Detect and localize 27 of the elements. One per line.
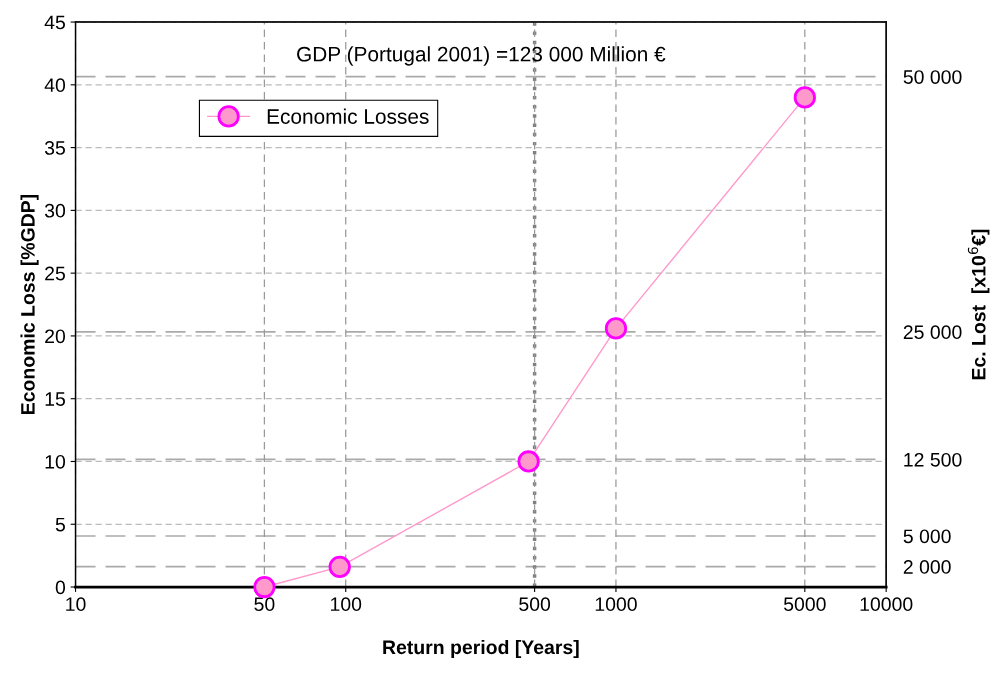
y-tick-label: 0 bbox=[55, 580, 66, 595]
y-tick-label: 25 bbox=[45, 266, 65, 281]
x-tick-label: 100 bbox=[331, 597, 362, 612]
y2-tick-label: 25 000 bbox=[903, 325, 962, 340]
y-tick-label: 15 bbox=[45, 392, 65, 406]
y-tick-label: 5 bbox=[55, 517, 65, 532]
y-tick-label: 10 bbox=[45, 454, 66, 469]
y-tick-label: 45 bbox=[44, 15, 65, 30]
y2-axis-title: Ec. Lost [x10$^{6}$€] bbox=[967, 229, 990, 380]
x-tick-label: 50 bbox=[254, 597, 275, 612]
x-tick-label: 10 bbox=[66, 597, 86, 612]
y-tick-label: 30 bbox=[44, 203, 66, 218]
legend-label: Economic Losses bbox=[267, 108, 429, 124]
y2-tick-label: 2 000 bbox=[903, 560, 951, 574]
x-tick-label: 1000 bbox=[595, 597, 637, 612]
y2-tick-label: 50 000 bbox=[903, 70, 962, 84]
annotation: GDP (Portugal 2001) =123 000 Million € bbox=[297, 46, 666, 66]
x-tick-label: 10000 bbox=[860, 597, 913, 612]
y-tick-label: 40 bbox=[44, 78, 66, 93]
y2-tick-label: 5 000 bbox=[903, 529, 951, 544]
x-tick-label: 5000 bbox=[783, 597, 826, 612]
y-axis-title: Economic Loss [%GDP] bbox=[20, 194, 39, 414]
y2-tick-label: 12 500 bbox=[904, 452, 962, 467]
y-tick-label: 35 bbox=[44, 141, 65, 155]
y-tick-label: 20 bbox=[45, 329, 66, 344]
x-axis-title: Return period [Years] bbox=[383, 639, 579, 658]
x-tick-label: 500 bbox=[519, 597, 551, 612]
